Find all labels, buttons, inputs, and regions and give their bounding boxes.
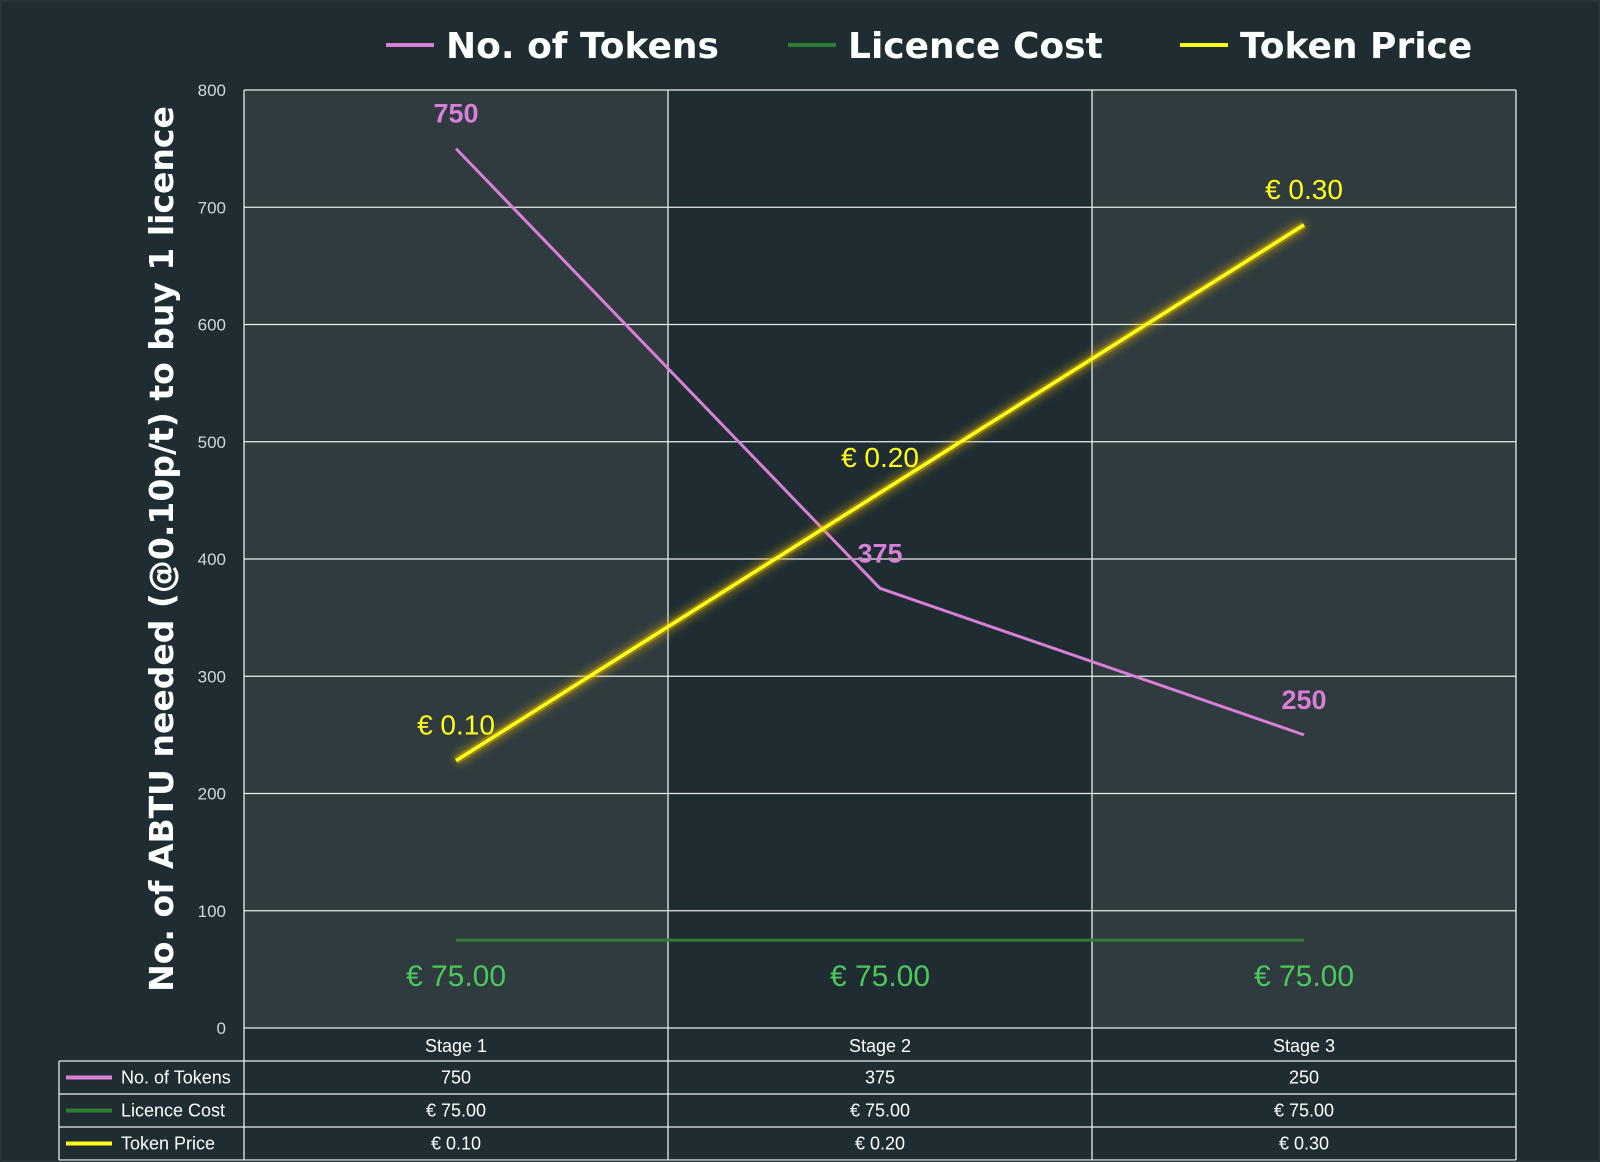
table-cell: € 75.00 — [1274, 1101, 1334, 1121]
data-label-token-price: € 0.20 — [841, 442, 919, 473]
y-tick-label: 100 — [198, 902, 226, 921]
category-label: Stage 2 — [849, 1036, 911, 1056]
table-cell: 250 — [1289, 1068, 1319, 1088]
table-cell: 750 — [441, 1068, 471, 1088]
table-cell: € 0.30 — [1279, 1134, 1329, 1154]
table-cell: € 75.00 — [426, 1101, 486, 1121]
category-label: Stage 3 — [1273, 1036, 1335, 1056]
table-row-label: Licence Cost — [121, 1101, 225, 1121]
legend-label: No. of Tokens — [446, 26, 719, 67]
y-tick-label: 400 — [198, 550, 226, 569]
data-table: Stage 1 Stage 2 Stage 3 No. of Tokens 750 375… — [58, 1028, 1517, 1161]
legend-item-no-of-tokens[interactable]: No. of Tokens — [386, 26, 719, 67]
legend-label: Token Price — [1240, 26, 1472, 67]
table-cell: € 0.20 — [855, 1134, 905, 1154]
data-label-no-of-tokens: 250 — [1281, 685, 1326, 715]
y-tick-label: 300 — [198, 667, 226, 686]
series-no-of-tokens — [454, 147, 1305, 737]
data-labels: 750 375 250 € 75.00 € 75.00 € 75.00 € 0.10 € 0.… — [406, 99, 1354, 993]
legend-label: Licence Cost — [848, 26, 1103, 67]
data-label-token-price: € 0.30 — [1265, 174, 1343, 205]
y-tick-label: 700 — [198, 198, 226, 217]
data-label-licence-cost: € 75.00 — [1254, 960, 1354, 993]
table-cell: € 0.10 — [431, 1134, 481, 1154]
y-axis-label: No. of ABTU needed (@0.10p/t) to buy 1 l… — [142, 106, 181, 992]
legend-item-token-price[interactable]: Token Price — [1180, 26, 1472, 67]
table-cell: € 75.00 — [850, 1101, 910, 1121]
series-layer — [453, 147, 1307, 942]
data-label-no-of-tokens: 375 — [857, 538, 902, 568]
y-tick-label: 800 — [198, 81, 226, 100]
category-label: Stage 1 — [425, 1036, 487, 1056]
y-axis-ticks: 0 100 200 300 400 500 600 700 800 — [198, 81, 226, 1038]
legend[interactable]: No. of Tokens Licence Cost Token Price — [386, 26, 1472, 67]
data-label-licence-cost: € 75.00 — [406, 960, 506, 993]
table-cell: 375 — [865, 1068, 895, 1088]
y-tick-label: 200 — [198, 785, 226, 804]
data-label-token-price: € 0.10 — [417, 710, 495, 741]
y-tick-label: 600 — [198, 316, 226, 335]
y-tick-label: 0 — [217, 1019, 226, 1038]
gridlines — [243, 89, 1517, 1029]
series-token-price — [453, 221, 1307, 765]
y-tick-label: 500 — [198, 433, 226, 452]
table-row-label: Token Price — [121, 1134, 215, 1154]
data-label-licence-cost: € 75.00 — [830, 960, 930, 993]
table-row-label: No. of Tokens — [121, 1068, 231, 1088]
legend-item-licence-cost[interactable]: Licence Cost — [788, 26, 1103, 67]
data-label-no-of-tokens: 750 — [433, 99, 478, 129]
